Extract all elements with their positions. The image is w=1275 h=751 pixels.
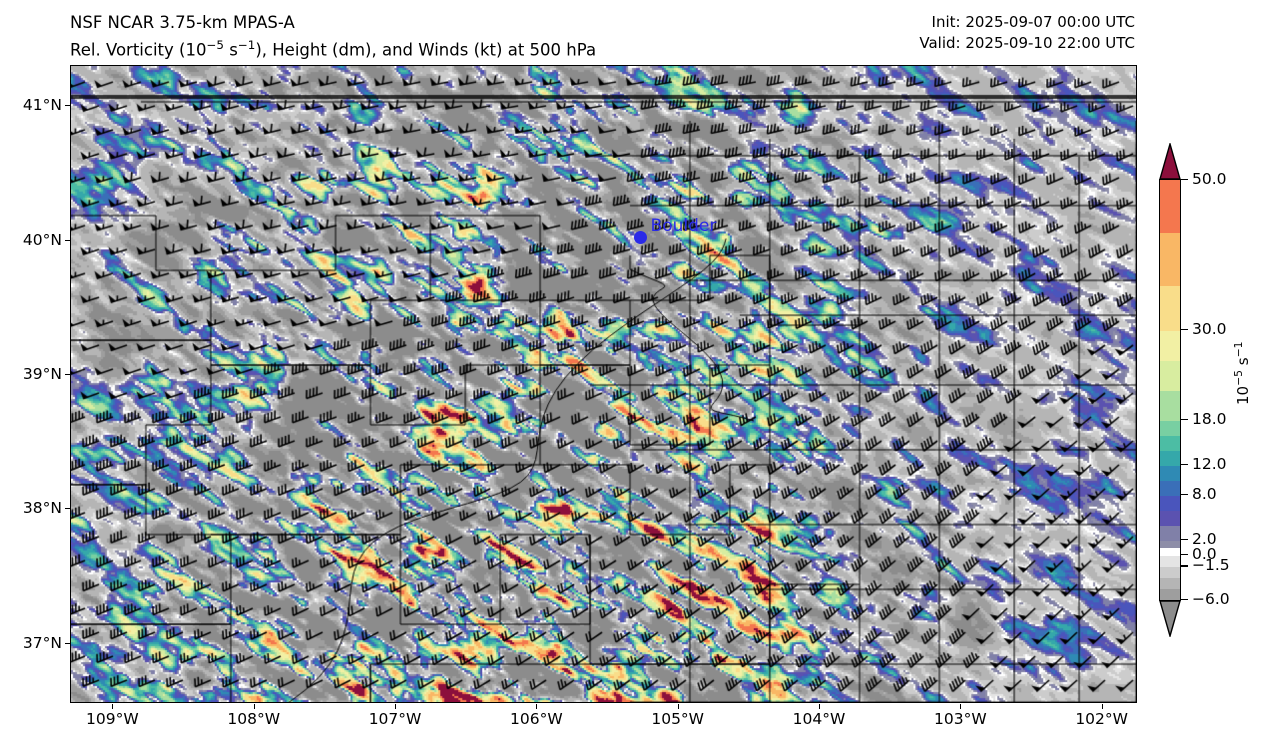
x-tick-label-7: 102°W	[1075, 710, 1128, 728]
colorbar-segment-18	[1160, 232, 1180, 286]
x-tick-mark-6	[960, 704, 962, 709]
x-tick-mark-7	[1101, 704, 1103, 709]
colorbar-segment-7	[1160, 510, 1180, 526]
colorbar-tick-label-6: 0.0	[1192, 545, 1217, 563]
y-tick-mark-4	[65, 642, 70, 644]
colorbar-segment-13	[1160, 420, 1180, 436]
colorbar-tick-label-7: −1.5	[1192, 556, 1230, 575]
colorbar-segment-2	[1160, 566, 1180, 579]
colorbar-under-arrow	[1159, 600, 1181, 637]
y-tick-text: 41°N	[22, 96, 62, 115]
colorbar-tick-mark-4	[1181, 494, 1188, 496]
y-tick-label-4: 37°N	[23, 634, 101, 652]
x-tick-mark-4	[677, 704, 679, 709]
colorbar-tick-label-1: 30.0	[1192, 320, 1227, 338]
y-tick-text: 38°N	[22, 499, 62, 518]
y-tick-label-2: 39°N	[23, 365, 101, 383]
field-title-exp2: −1	[237, 38, 256, 52]
colorbar-gradient	[1159, 179, 1181, 601]
colorbar-tick-mark-5	[1181, 539, 1188, 541]
colorbar-over-arrow	[1159, 143, 1181, 180]
x-tick-label-6: 103°W	[934, 710, 987, 728]
title-block: NSF NCAR 3.75-km MPAS-A Rel. Vorticity (…	[70, 12, 770, 62]
y-tick-label-3: 38°N	[23, 499, 101, 517]
x-tick-label-3: 106°W	[510, 710, 563, 728]
field-title-exp1: −5	[206, 38, 224, 52]
map-plot-area[interactable]: Boulder	[70, 65, 1137, 703]
y-tick-text: 40°N	[22, 230, 62, 249]
x-tick-label-1: 108°W	[227, 710, 281, 728]
x-tick-mark-1	[253, 704, 255, 709]
field-title-post: ), Height (dm), and Winds (kt) at 500 hP…	[255, 40, 597, 60]
colorbar-segment-4	[1160, 547, 1180, 556]
colorbar-segment-8	[1160, 495, 1180, 511]
colorbar-segment-10	[1160, 465, 1180, 481]
colorbar-tick-mark-1	[1181, 329, 1188, 331]
y-tick-mark-1	[65, 239, 70, 241]
colorbar-segment-5	[1160, 540, 1180, 549]
cbar-unit-mid: s	[1234, 357, 1252, 370]
colorbar-tick-label-8: −6.0	[1192, 590, 1230, 608]
colorbar-segment-19	[1160, 180, 1180, 234]
x-tick-label-2: 107°W	[368, 710, 422, 728]
x-tick-label-5: 104°W	[792, 710, 846, 728]
cbar-unit-pre: 10	[1234, 385, 1252, 405]
colorbar-tick-mark-3	[1181, 464, 1188, 466]
colorbar-tick-label-0: 50.0	[1192, 170, 1227, 188]
colorbar-tick-mark-2	[1181, 419, 1188, 421]
x-tick-mark-3	[536, 704, 538, 709]
timestamp-block: Init: 2025-09-07 00:00 UTC Valid: 2025-0…	[919, 12, 1135, 54]
field-title: Rel. Vorticity (10−5 s−1), Height (dm), …	[70, 34, 770, 62]
colorbar-segment-12	[1160, 435, 1180, 451]
x-tick-label-0: 109°W	[86, 710, 139, 728]
y-tick-mark-3	[65, 508, 70, 510]
colorbar-segment-17	[1160, 285, 1180, 331]
y-tick-text: 37°N	[22, 633, 62, 652]
cbar-unit-exp2: −1	[1232, 341, 1245, 358]
x-tick-mark-2	[395, 704, 397, 709]
colorbar-segment-1	[1160, 577, 1180, 590]
colorbar-segment-0	[1160, 588, 1180, 600]
colorbar-tick-label-4: 8.0	[1192, 485, 1217, 503]
x-tick-label-4: 105°W	[651, 710, 705, 728]
city-marker-boulder	[634, 231, 648, 245]
y-tick-label-0: 41°N	[23, 96, 101, 114]
x-tick-mark-0	[112, 704, 114, 709]
colorbar-tick-label-2: 18.0	[1192, 410, 1227, 428]
y-tick-mark-0	[65, 105, 70, 107]
colorbar-segment-9	[1160, 480, 1180, 496]
valid-timestamp: Valid: 2025-09-10 22:00 UTC	[919, 34, 1135, 52]
init-timestamp: Init: 2025-09-07 00:00 UTC	[931, 13, 1135, 31]
field-title-mid: s	[223, 40, 238, 60]
colorbar-tick-mark-7	[1181, 565, 1188, 567]
y-tick-mark-2	[65, 373, 70, 375]
colorbar-tick-mark-6	[1181, 554, 1188, 556]
y-tick-text: 39°N	[22, 364, 62, 383]
colorbar	[1159, 143, 1181, 637]
colorbar-unit-label: 10−5 s−1	[1232, 341, 1252, 405]
colorbar-segment-15	[1160, 360, 1180, 391]
winds-and-boundaries-canvas	[71, 66, 1136, 702]
colorbar-tick-mark-0	[1181, 179, 1188, 181]
x-tick-mark-5	[819, 704, 821, 709]
colorbar-segment-11	[1160, 450, 1180, 466]
colorbar-segment-16	[1160, 330, 1180, 361]
field-title-pre: Rel. Vorticity (10	[70, 40, 207, 60]
colorbar-segment-3	[1160, 555, 1180, 567]
colorbar-tick-mark-8	[1181, 599, 1188, 601]
model-title: NSF NCAR 3.75-km MPAS-A	[70, 13, 295, 32]
colorbar-tick-label-5: 2.0	[1192, 530, 1217, 548]
colorbar-segment-6	[1160, 525, 1180, 541]
colorbar-tick-label-3: 12.0	[1192, 455, 1227, 473]
y-tick-label-1: 40°N	[23, 231, 101, 249]
colorbar-segment-14	[1160, 390, 1180, 421]
city-label-boulder: Boulder	[650, 215, 717, 236]
cbar-unit-exp1: −5	[1232, 369, 1245, 386]
